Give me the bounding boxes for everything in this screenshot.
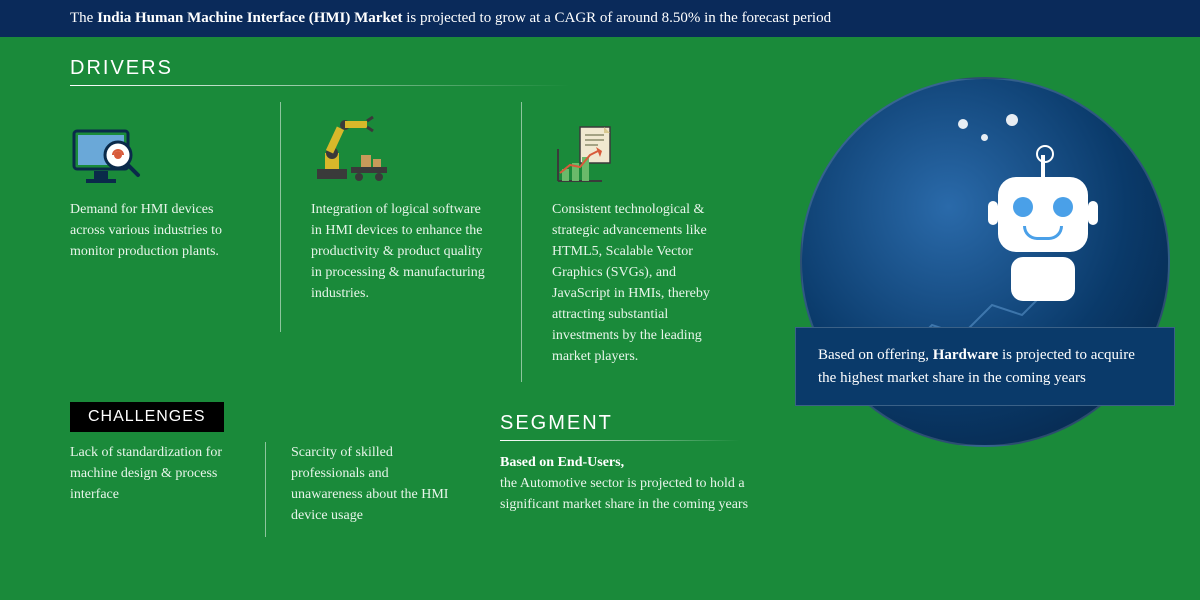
driver-text: Consistent technological & strategic adv… [552, 199, 732, 367]
segment-heading: SEGMENT [500, 412, 613, 435]
segment-underline [500, 440, 740, 441]
offering-callout: Based on offering, Hardware is projected… [795, 327, 1175, 406]
callout-bold: Hardware [933, 347, 999, 363]
driver-item: Demand for HMI devices across various in… [70, 102, 250, 382]
main-area: DRIVERS Demand for HMI devices across va… [0, 37, 1200, 597]
driver-item: Integration of logical software in HMI d… [311, 102, 491, 382]
callout-prefix: Based on offering, [818, 347, 933, 363]
challenge-item: Lack of standardization for machine desi… [70, 442, 240, 537]
speech-bubble-icon [981, 134, 988, 141]
drivers-row: Demand for HMI devices across various in… [70, 102, 732, 382]
header-prefix: The [70, 10, 97, 26]
speech-bubble-icon [1006, 114, 1018, 126]
drivers-underline [70, 85, 570, 86]
header-suffix: is projected to grow at a CAGR of around… [402, 10, 831, 26]
header-banner: The India Human Machine Interface (HMI) … [0, 0, 1200, 37]
challenges-heading: CHALLENGES [70, 402, 224, 432]
header-bold: India Human Machine Interface (HMI) Mark… [97, 10, 402, 26]
robot-icon [978, 149, 1108, 299]
challenges-row: Lack of standardization for machine desi… [70, 442, 461, 537]
divider [280, 102, 281, 332]
driver-item: Consistent technological & strategic adv… [552, 102, 732, 382]
divider [265, 442, 266, 537]
segment-bold: Based on End-Users, [500, 455, 624, 470]
chart-doc-icon [552, 102, 732, 187]
driver-text: Integration of logical software in HMI d… [311, 199, 491, 304]
speech-bubble-icon [958, 119, 968, 129]
drivers-heading: DRIVERS [70, 57, 173, 80]
segment-body: the Automotive sector is projected to ho… [500, 476, 748, 512]
segment-text: Based on End-Users, the Automotive secto… [500, 452, 750, 515]
divider [521, 102, 522, 382]
monitor-search-icon [70, 102, 250, 187]
challenge-item: Scarcity of skilled professionals and un… [291, 442, 461, 537]
robot-arm-icon [311, 102, 491, 187]
driver-text: Demand for HMI devices across various in… [70, 199, 250, 262]
